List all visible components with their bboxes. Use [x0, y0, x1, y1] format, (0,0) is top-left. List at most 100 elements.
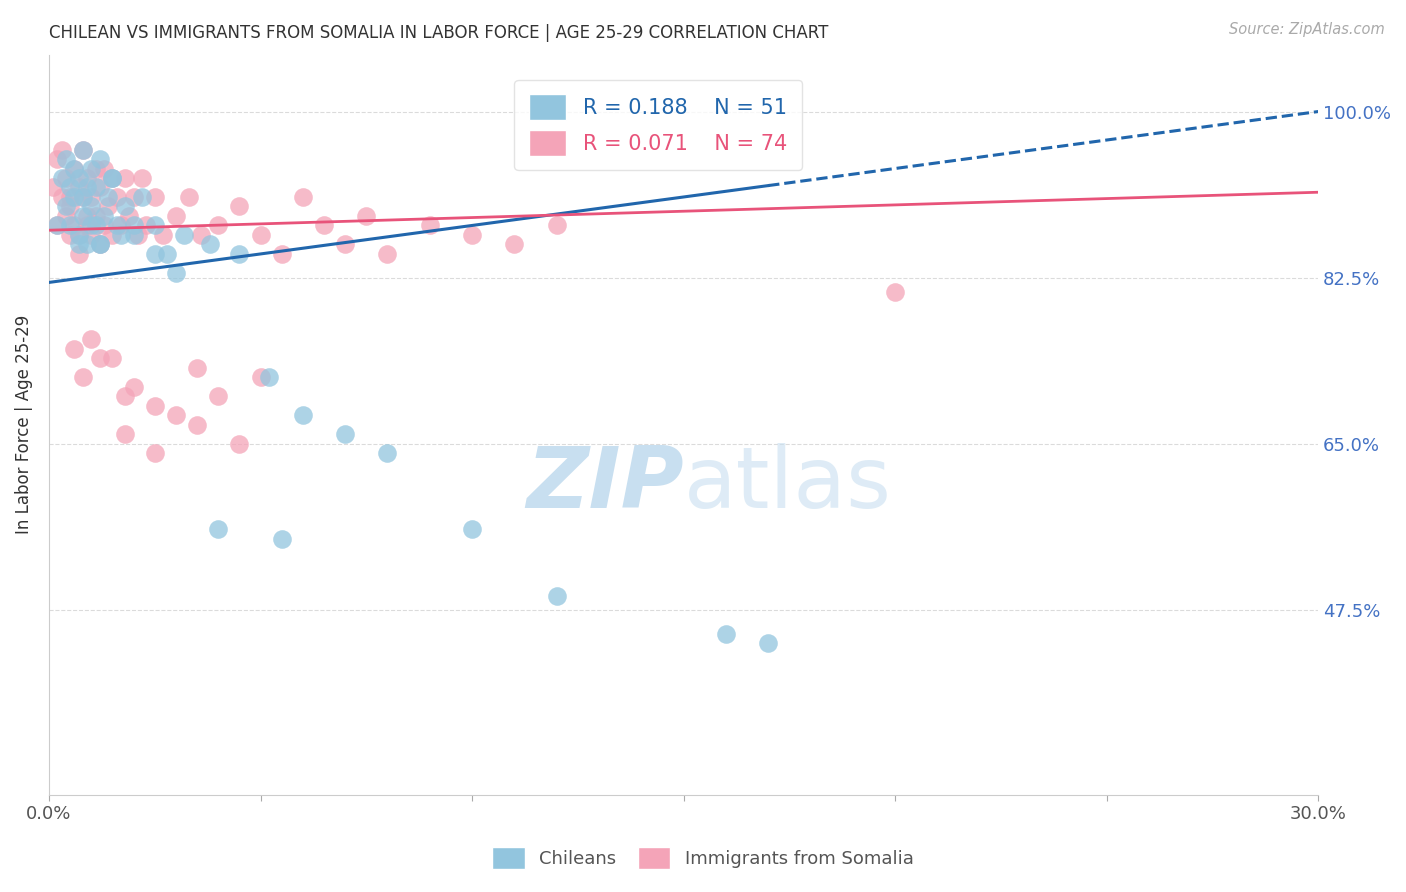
Point [89, 237, 111, 252]
Point [131, 190, 153, 204]
Point [89, 180, 111, 194]
Point [165, 209, 187, 223]
Point [105, 219, 128, 233]
Point [72, 190, 94, 204]
Point [143, 219, 166, 233]
Point [101, 227, 124, 242]
Point [312, 219, 335, 233]
Point [546, 589, 568, 603]
Point [59, 227, 82, 242]
Point [143, 247, 166, 261]
Point [84, 209, 107, 223]
Point [67, 227, 90, 242]
Point [152, 227, 174, 242]
Point [76, 171, 98, 186]
Point [72, 190, 94, 204]
Point [333, 427, 356, 442]
Point [165, 266, 187, 280]
Point [76, 219, 98, 233]
Point [67, 237, 90, 252]
Point [122, 227, 145, 242]
Point [63, 342, 86, 356]
Point [67, 180, 90, 194]
Text: Source: ZipAtlas.com: Source: ZipAtlas.com [1229, 22, 1385, 37]
Point [165, 409, 187, 423]
Point [93, 209, 115, 223]
Point [59, 190, 82, 204]
Point [89, 152, 111, 166]
Point [46, 219, 69, 233]
Point [63, 190, 86, 204]
Point [114, 199, 136, 213]
Point [51, 171, 73, 186]
Point [177, 190, 200, 204]
Point [59, 199, 82, 213]
Point [101, 171, 124, 186]
Point [55, 209, 77, 223]
Point [63, 161, 86, 176]
Point [122, 219, 145, 233]
Point [51, 190, 73, 204]
Point [84, 180, 107, 194]
Point [76, 180, 98, 194]
Point [143, 399, 166, 413]
Point [257, 370, 280, 384]
Point [291, 190, 314, 204]
Point [101, 351, 124, 366]
Point [76, 209, 98, 223]
Point [122, 380, 145, 394]
Point [118, 209, 141, 223]
Point [80, 227, 103, 242]
Point [377, 247, 399, 261]
Point [55, 171, 77, 186]
Y-axis label: In Labor Force | Age 25-29: In Labor Force | Age 25-29 [15, 315, 32, 534]
Text: CHILEAN VS IMMIGRANTS FROM SOMALIA IN LABOR FORCE | AGE 25-29 CORRELATION CHART: CHILEAN VS IMMIGRANTS FROM SOMALIA IN LA… [49, 24, 828, 42]
Legend: R = 0.188    N = 51, R = 0.071    N = 74: R = 0.188 N = 51, R = 0.071 N = 74 [515, 79, 801, 170]
Point [122, 190, 145, 204]
Point [63, 219, 86, 233]
Point [461, 522, 484, 536]
Point [97, 190, 120, 204]
Point [270, 532, 292, 546]
Point [198, 237, 221, 252]
Point [84, 161, 107, 176]
Point [249, 370, 271, 384]
Point [59, 180, 82, 194]
Point [80, 161, 103, 176]
Point [228, 437, 250, 451]
Point [114, 427, 136, 442]
Point [270, 247, 292, 261]
Legend: Chileans, Immigrants from Somalia: Chileans, Immigrants from Somalia [484, 838, 922, 879]
Point [67, 171, 90, 186]
Point [80, 332, 103, 346]
Point [756, 636, 779, 650]
Point [291, 409, 314, 423]
Point [46, 152, 69, 166]
Point [42, 180, 65, 194]
Point [51, 143, 73, 157]
Point [207, 219, 229, 233]
Point [190, 227, 212, 242]
Point [67, 247, 90, 261]
Point [72, 370, 94, 384]
Point [228, 247, 250, 261]
Point [207, 522, 229, 536]
Point [72, 143, 94, 157]
Point [72, 143, 94, 157]
Point [228, 199, 250, 213]
Point [93, 219, 115, 233]
Point [101, 171, 124, 186]
Point [89, 237, 111, 252]
Point [89, 237, 111, 252]
Point [55, 199, 77, 213]
Point [114, 171, 136, 186]
Point [105, 190, 128, 204]
Point [89, 351, 111, 366]
Point [93, 161, 115, 176]
Point [207, 389, 229, 403]
Point [110, 227, 132, 242]
Point [143, 190, 166, 204]
Point [419, 219, 441, 233]
Text: ZIP: ZIP [526, 442, 683, 525]
Point [546, 219, 568, 233]
